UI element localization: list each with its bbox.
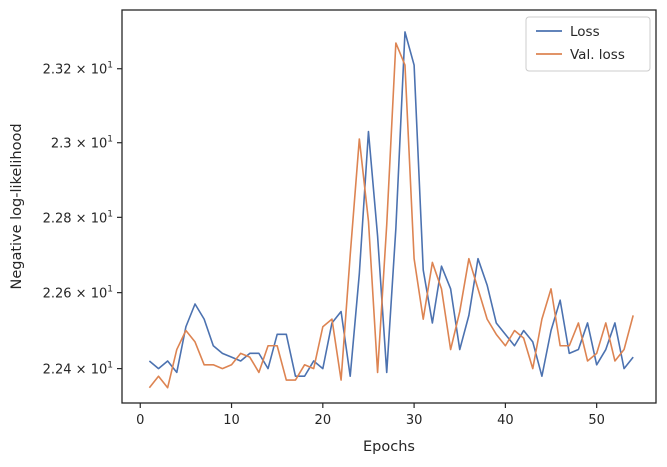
y-axis-ticks: 2.24 × 101 2.26 × 101 2.28 × 101 2.3 × 101 2…: [43, 61, 122, 378]
x-tick-label: 0: [136, 413, 144, 428]
legend-label: Loss: [570, 24, 600, 40]
y-tick-label: 2.32 × 101: [43, 61, 113, 78]
legend-label: Val. loss: [570, 47, 625, 63]
series-line-1: [148, 42, 634, 389]
y-tick-label: 2.26 × 101: [43, 285, 113, 302]
legend: Loss Val. loss: [525, 16, 651, 72]
y-tick-label: 2.24 × 101: [43, 361, 113, 378]
x-axis-label: Epochs: [363, 439, 415, 455]
y-axis-label: Negative log-likelihood: [9, 123, 25, 289]
x-tick-label: 40: [497, 413, 514, 428]
series-line-0: [148, 31, 634, 378]
x-tick-label: 30: [406, 413, 423, 428]
x-tick-label: 10: [223, 413, 240, 428]
y-tick-label: 2.28 × 101: [43, 209, 113, 226]
x-tick-label: 20: [315, 413, 332, 428]
series-layer: [148, 31, 634, 389]
x-axis-ticks: 0 10 20 30 40 50: [136, 403, 605, 428]
x-tick-label: 50: [588, 413, 605, 428]
y-tick-label: 2.3 × 101: [51, 135, 113, 152]
